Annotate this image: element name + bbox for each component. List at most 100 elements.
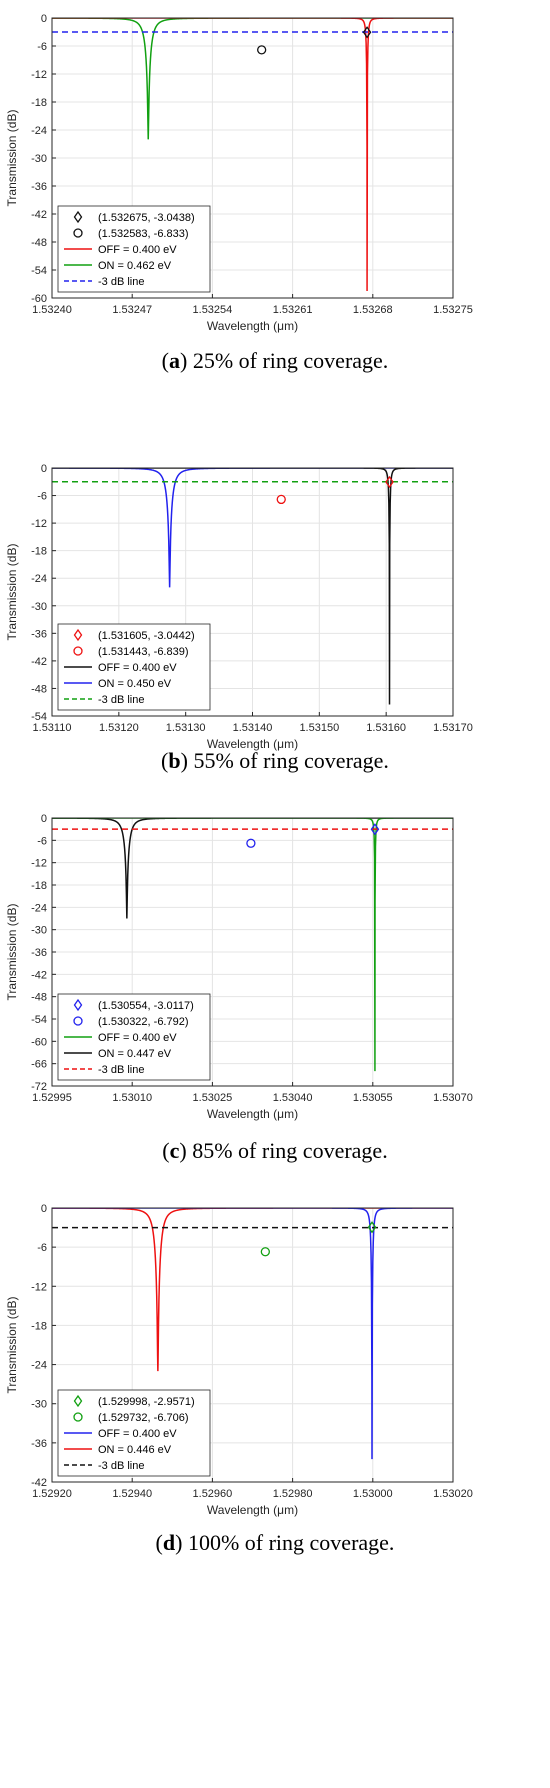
y-axis-label: Transmission (dB) — [5, 1297, 19, 1394]
y-tick-label: -60 — [31, 293, 47, 305]
x-tick-label: 1.53268 — [353, 304, 393, 316]
legend-diamond-icon — [73, 628, 83, 642]
y-tick-label: -30 — [31, 925, 47, 937]
y-tick-label: -48 — [31, 992, 47, 1004]
x-tick-label: 1.52995 — [32, 1092, 72, 1104]
marker-circle — [246, 838, 256, 848]
legend-on-label: ON = 0.450 eV — [98, 678, 172, 690]
y-tick-label: -30 — [31, 601, 47, 613]
legend-on-label: ON = 0.462 eV — [98, 260, 172, 272]
legend-circle-icon — [73, 228, 83, 238]
x-tick-label: 1.53170 — [433, 722, 473, 734]
y-tick-label: -48 — [31, 237, 47, 249]
legend-circle-icon — [73, 1412, 83, 1422]
y-tick-label: -42 — [31, 209, 47, 221]
caption-letter: a — [169, 348, 180, 373]
y-tick-label: -6 — [37, 491, 47, 503]
y-axis-label: Transmission (dB) — [5, 544, 19, 641]
legend-diamond-label: (1.532675, -3.0438) — [98, 212, 195, 224]
legend-off-label: OFF = 0.400 eV — [98, 244, 177, 256]
legend-circle-icon — [73, 646, 83, 656]
caption-paren: ( — [155, 1530, 163, 1555]
caption-text: 85% of ring coverage. — [186, 1138, 388, 1163]
y-tick-label: -66 — [31, 1059, 47, 1071]
x-tick-label: 1.52940 — [112, 1488, 152, 1500]
y-tick-label: -24 — [31, 1360, 47, 1372]
chart-panel-a: 1.53240 1.53247 1.53254 1.53261 1.53268 1.532… — [5, 13, 473, 333]
caption-paren: ) — [179, 1138, 187, 1163]
caption-letter: c — [169, 1138, 180, 1163]
legend-circle-icon — [73, 1016, 83, 1026]
legend-threshold-label: -3 dB line — [98, 694, 144, 706]
legend-off-label: OFF = 0.400 eV — [98, 1428, 177, 1440]
y-tick-label: -12 — [31, 69, 47, 81]
caption-paren: ) — [180, 348, 188, 373]
legend-on-label: ON = 0.446 eV — [98, 1444, 172, 1456]
y-tick-label: -36 — [31, 628, 47, 640]
x-axis-label: Wavelength (μm) — [207, 1503, 298, 1517]
legend: (1.532675, -3.0438) (1.532583, -6.833) OFF… — [57, 205, 211, 293]
legend-diamond-label: (1.529998, -2.9571) — [98, 1396, 195, 1408]
marker-diamond — [367, 1221, 377, 1234]
y-tick-label: -30 — [31, 1399, 47, 1411]
y-tick-label: 0 — [41, 13, 47, 25]
axes-box — [51, 1207, 454, 1483]
marker-diamond — [385, 475, 394, 489]
x-tick-label: 1.53025 — [193, 1092, 233, 1104]
legend-circle-label: (1.529732, -6.706) — [98, 1412, 189, 1424]
x-tick-label: 1.53150 — [299, 722, 339, 734]
y-tick-label: 0 — [41, 463, 47, 475]
x-tick-label: 1.53110 — [33, 722, 72, 734]
marker-diamond — [370, 823, 380, 836]
y-tick-label: -18 — [31, 1320, 47, 1332]
y-tick-label: -24 — [31, 573, 47, 585]
y-tick-label: -42 — [31, 1477, 47, 1489]
x-tick-label: 1.53240 — [32, 304, 72, 316]
y-tick-label: -18 — [31, 97, 47, 109]
y-tick-label: -36 — [31, 181, 47, 193]
y-tick-label: -12 — [31, 858, 47, 870]
grid — [51, 17, 454, 299]
caption-d: (d) 100% of ring coverage. — [0, 1530, 550, 1556]
x-tick-label: 1.53120 — [99, 722, 139, 734]
legend: (1.529998, -2.9571) (1.529732, -6.706) OFF… — [57, 1389, 211, 1477]
x-tick-label: 1.52960 — [193, 1488, 233, 1500]
caption-c: (c) 85% of ring coverage. — [0, 1138, 550, 1164]
y-tick-label: -42 — [31, 969, 47, 981]
y-tick-label: -24 — [31, 902, 47, 914]
series-off-curve — [52, 468, 453, 705]
x-axis-label: Wavelength (μm) — [207, 319, 298, 333]
x-tick-label: 1.53275 — [433, 304, 473, 316]
y-tick-label: -12 — [31, 1281, 47, 1293]
x-tick-label: 1.53000 — [353, 1488, 393, 1500]
chart-panel-b: 1.53110 1.53120 1.53130 1.53140 1.53150 1.531… — [5, 463, 473, 751]
caption-letter: d — [162, 1530, 176, 1555]
legend: (1.531605, -3.0442) (1.531443, -6.839) OFF… — [57, 623, 211, 711]
legend-diamond-icon — [73, 1394, 83, 1408]
marker-circle — [276, 494, 286, 505]
y-tick-label: -6 — [37, 41, 47, 53]
x-tick-label: 1.52920 — [32, 1488, 72, 1500]
y-tick-label: 0 — [41, 1203, 47, 1215]
legend-circle-label: (1.532583, -6.833) — [98, 228, 189, 240]
x-tick-label: 1.53261 — [273, 304, 313, 316]
y-tick-label: -6 — [37, 1242, 47, 1254]
marker-circle — [260, 1247, 270, 1257]
caption-text: 100% of ring coverage. — [182, 1530, 395, 1555]
legend-diamond-icon — [73, 210, 83, 224]
y-axis-label: Transmission (dB) — [5, 904, 19, 1001]
y-tick-label: -48 — [31, 683, 47, 695]
y-tick-label: -36 — [31, 1438, 47, 1450]
y-tick-label: -54 — [31, 265, 47, 277]
legend-off-label: OFF = 0.400 eV — [98, 662, 177, 674]
y-tick-label: -12 — [31, 518, 47, 530]
x-tick-label: 1.53247 — [112, 304, 152, 316]
chart-panel-c: 1.52995 1.53010 1.53025 1.53040 1.53055 1.530… — [5, 813, 473, 1121]
x-tick-label: 1.53040 — [273, 1092, 313, 1104]
x-tick-label: 1.53160 — [366, 722, 406, 734]
y-tick-label: -24 — [31, 125, 47, 137]
caption-paren: ) — [175, 1530, 183, 1555]
marker-diamond — [362, 26, 372, 39]
chart-panel-d: 1.52920 1.52940 1.52960 1.52980 1.53000 1.530… — [5, 1203, 473, 1517]
y-tick-label: -36 — [31, 947, 47, 959]
